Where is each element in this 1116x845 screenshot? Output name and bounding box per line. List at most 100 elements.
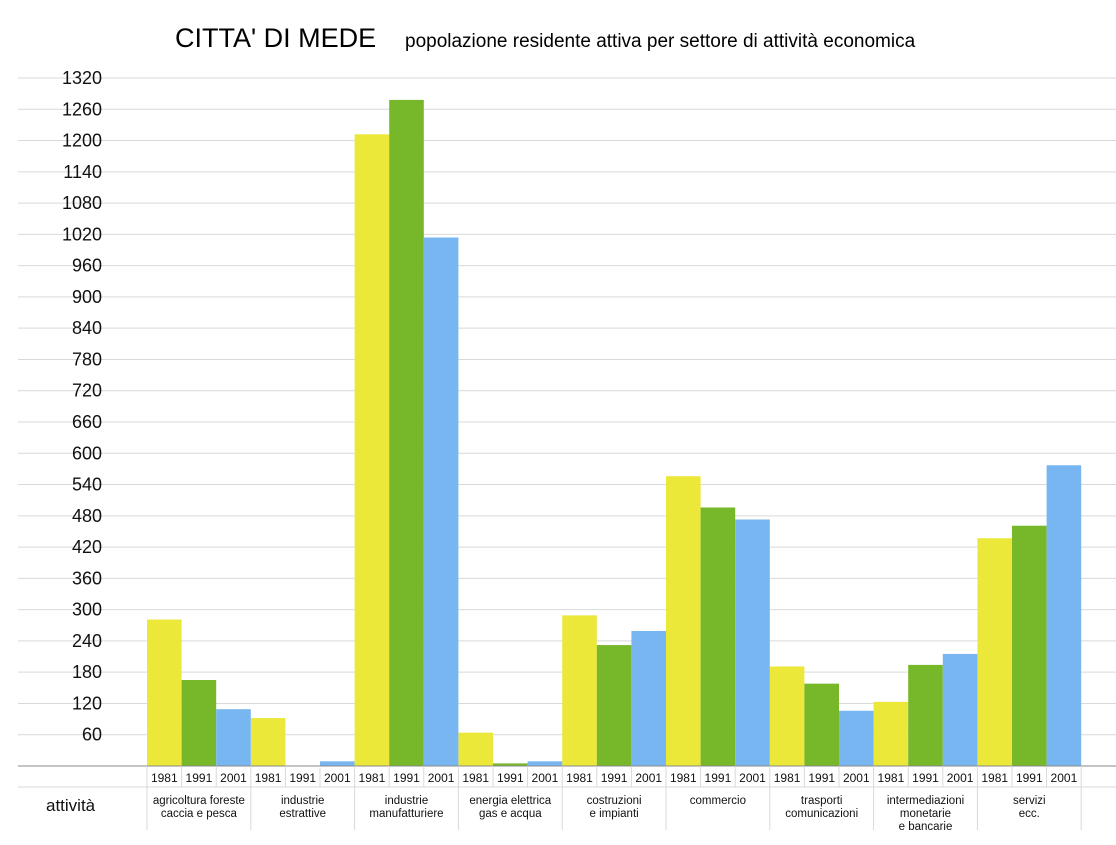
category-label: caccia e pesca — [161, 808, 238, 820]
category-label: manufatturiere — [369, 808, 443, 820]
y-axis-ticks: 60 120 180 240 300 360 420 480 540 600 660 720 780 84… — [62, 68, 102, 745]
category-label: costruzioni — [587, 795, 642, 807]
year-label: 1981 — [151, 771, 178, 785]
y-tick-label: 840 — [72, 318, 102, 338]
year-label: 1991 — [186, 771, 213, 785]
y-tick-label: 1320 — [62, 68, 102, 88]
year-label: 2001 — [635, 771, 662, 785]
year-label: 1991 — [289, 771, 316, 785]
bar-1991 — [804, 683, 839, 766]
y-tick-label: 480 — [72, 506, 102, 526]
category-label: comunicazioni — [785, 808, 858, 820]
bar-2001 — [320, 761, 355, 766]
year-label: 1981 — [878, 771, 905, 785]
y-tick-label: 900 — [72, 287, 102, 307]
bar-2001 — [216, 709, 251, 766]
bar-1981 — [769, 666, 805, 766]
bar-1981 — [873, 701, 909, 766]
category-label: intermediazioni — [887, 795, 964, 807]
year-label: 1981 — [774, 771, 801, 785]
year-label: 1991 — [601, 771, 628, 785]
bar-1981 — [458, 732, 493, 766]
year-label: 1981 — [359, 771, 386, 785]
y-tick-label: 720 — [72, 381, 102, 401]
bar-2001 — [942, 653, 978, 766]
chart-subtitle: popolazione residente attiva per settore… — [405, 31, 916, 52]
year-label: 1981 — [981, 771, 1008, 785]
y-tick-label: 1020 — [62, 224, 102, 244]
y-tick-label: 300 — [72, 600, 102, 620]
bar-2001 — [423, 237, 459, 766]
bar-1981 — [354, 134, 390, 767]
y-tick-label: 420 — [72, 537, 102, 557]
category-label: servizi — [1013, 795, 1046, 807]
y-tick-label: 180 — [72, 662, 102, 682]
y-tick-label: 1260 — [62, 99, 102, 119]
category-label: industrie — [281, 795, 324, 807]
year-label: 1991 — [912, 771, 939, 785]
y-tick-label: 1140 — [63, 162, 102, 182]
bar-1991 — [1012, 525, 1047, 766]
year-label: 1991 — [808, 771, 835, 785]
category-label: industrie — [385, 795, 428, 807]
year-label: 2001 — [220, 771, 247, 785]
bar-1991 — [596, 645, 632, 766]
bar-2001 — [839, 710, 874, 766]
bar-2001 — [631, 631, 666, 766]
category-label: e impianti — [589, 808, 638, 820]
year-label: 1981 — [670, 771, 697, 785]
y-tick-label: 240 — [72, 631, 102, 651]
y-tick-label: 1200 — [62, 131, 102, 151]
year-label: 2001 — [532, 771, 559, 785]
category-label: ecc. — [1019, 808, 1040, 820]
category-label: trasporti — [801, 795, 843, 807]
year-label: 2001 — [428, 771, 455, 785]
chart-title: CITTA' DI MEDE — [175, 23, 376, 53]
category-label: agricoltura foreste — [153, 795, 245, 807]
bar-1991 — [389, 99, 424, 766]
bar-2001 — [527, 761, 563, 766]
year-label: 1991 — [497, 771, 524, 785]
year-label: 1991 — [705, 771, 732, 785]
category-label: estrattive — [279, 808, 326, 820]
year-label: 1981 — [255, 771, 282, 785]
year-label: 2001 — [739, 771, 766, 785]
year-label: 1991 — [1016, 771, 1043, 785]
year-label: 1981 — [462, 771, 489, 785]
bar-1981 — [147, 619, 182, 766]
category-label: e bancarie — [899, 821, 953, 833]
year-label: 2001 — [947, 771, 974, 785]
gridlines — [18, 77, 1116, 736]
bar-1981 — [250, 718, 286, 766]
category-label: commercio — [690, 795, 746, 807]
bars — [147, 99, 1082, 767]
bar-2001 — [735, 519, 770, 766]
y-tick-label: 780 — [72, 349, 102, 369]
year-label: 2001 — [1051, 771, 1078, 785]
x-axis — [18, 765, 1116, 830]
year-label: 1981 — [566, 771, 593, 785]
year-label: 2001 — [843, 771, 870, 785]
x-axis-label: attività — [46, 796, 96, 815]
bar-1991 — [493, 763, 528, 766]
bar-1991 — [700, 507, 736, 766]
bar-1981 — [977, 538, 1012, 766]
y-tick-label: 600 — [72, 443, 102, 463]
y-tick-label: 60 — [82, 725, 102, 745]
y-tick-label: 1080 — [62, 193, 102, 213]
category-label: monetarie — [900, 808, 951, 820]
year-label: 1991 — [393, 771, 420, 785]
bar-1981 — [666, 476, 701, 766]
y-tick-label: 960 — [72, 256, 102, 276]
y-tick-label: 120 — [72, 693, 102, 713]
x-axis-labels: 1981 1991 2001 1981 1991 2001 1981 1991 2001 1981… — [151, 771, 1078, 833]
year-label: 2001 — [324, 771, 351, 785]
bar-1991 — [181, 680, 217, 766]
y-tick-label: 660 — [72, 412, 102, 432]
bar-1991 — [908, 664, 943, 766]
bar-1981 — [562, 615, 597, 766]
y-tick-label: 540 — [72, 475, 102, 495]
category-label: energia elettrica — [469, 795, 551, 807]
bar-2001 — [1046, 465, 1082, 766]
